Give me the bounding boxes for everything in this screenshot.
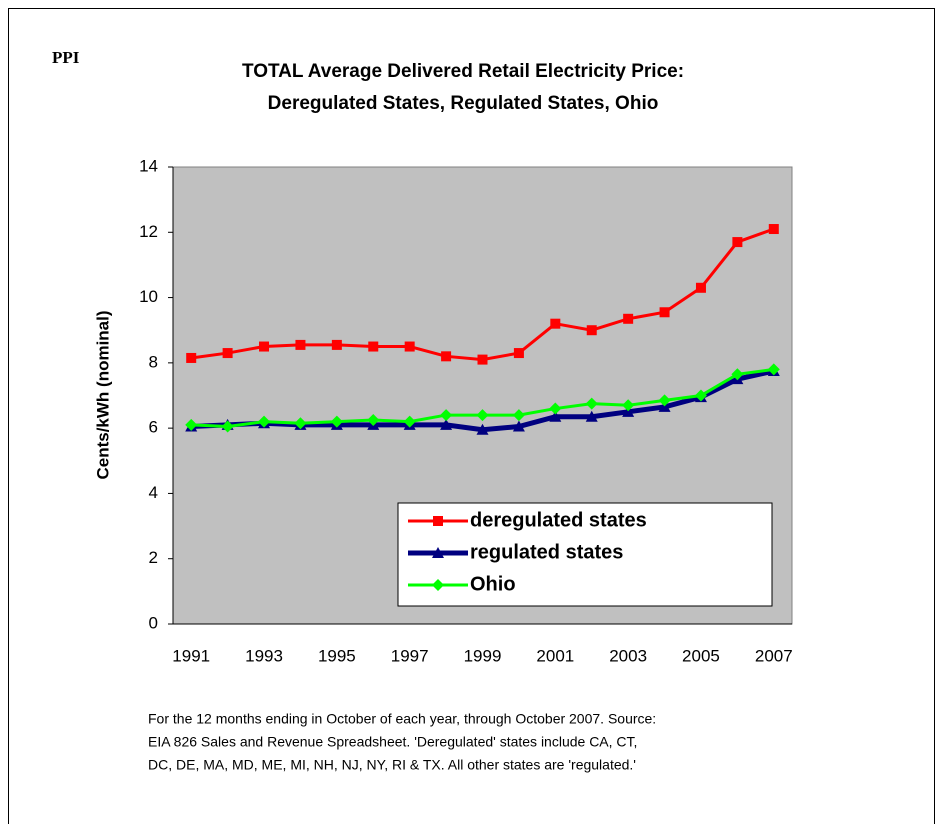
data-point	[477, 354, 488, 365]
data-point	[659, 307, 670, 318]
note: EIA 826 Sales and Revenue Spreadsheet. '…	[148, 734, 637, 750]
data-point	[476, 423, 489, 435]
x-tick-label: 1999	[464, 646, 502, 665]
data-point	[623, 313, 634, 324]
data-point	[330, 415, 343, 428]
data-point	[513, 348, 524, 359]
data-point	[658, 400, 671, 412]
y-tick-label: 0	[149, 613, 158, 632]
x-tick-label: 1991	[172, 646, 210, 665]
data-point	[767, 363, 780, 376]
x-tick-label: 2007	[755, 646, 793, 665]
y-tick-label: 12	[139, 222, 158, 241]
data-point	[186, 352, 197, 363]
data-point	[512, 409, 525, 422]
y-tick-label: 10	[139, 287, 158, 306]
legend-label: deregulated states	[470, 509, 647, 531]
data-point	[622, 399, 635, 412]
y-tick-label: 8	[149, 352, 158, 371]
data-point	[368, 341, 379, 352]
data-point	[549, 402, 562, 415]
data-point	[549, 410, 562, 422]
data-point	[585, 410, 598, 422]
x-tick-label: 2001	[536, 646, 574, 665]
data-point	[222, 348, 233, 359]
data-point	[695, 282, 706, 293]
x-tick-label: 2003	[609, 646, 647, 665]
data-point	[258, 415, 271, 428]
data-point	[185, 418, 198, 431]
data-point	[658, 394, 671, 407]
x-tick-label: 2005	[682, 646, 720, 665]
data-point	[259, 341, 270, 352]
y-tick-label: 4	[149, 483, 158, 502]
data-point	[622, 405, 635, 417]
data-point	[440, 418, 453, 430]
chart-title: TOTAL Average Delivered Retail Electrici…	[242, 61, 684, 82]
data-point	[331, 339, 342, 350]
data-point	[367, 413, 380, 426]
frame	[8, 8, 935, 824]
data-point	[441, 351, 452, 362]
x-tick-label: 1993	[245, 646, 283, 665]
data-point	[404, 341, 415, 352]
data-point	[585, 397, 598, 410]
y-axis-label: Cents/kWh (nominal)	[93, 310, 112, 479]
legend-label: regulated states	[470, 541, 623, 563]
data-point	[512, 420, 525, 432]
legend-marker	[432, 547, 444, 558]
x-tick-label: 1997	[391, 646, 429, 665]
legend-marker	[432, 579, 444, 591]
chart-title: Deregulated States, Regulated States, Oh…	[268, 93, 659, 114]
data-point	[732, 237, 743, 248]
data-point	[221, 420, 234, 433]
data-point	[295, 339, 306, 350]
data-point	[694, 389, 707, 402]
data-point	[294, 417, 307, 430]
legend-marker	[433, 516, 443, 526]
note: For the 12 months ending in October of e…	[148, 711, 656, 727]
note: DC, DE, MA, MD, ME, MI, NH, NJ, NY, RI &…	[148, 757, 636, 773]
y-tick-label: 6	[149, 418, 158, 437]
data-point	[550, 318, 561, 329]
label: PPI	[52, 48, 80, 67]
data-point	[403, 415, 416, 428]
legend-label: Ohio	[470, 573, 516, 595]
y-tick-label: 14	[139, 156, 158, 175]
x-tick-label: 1995	[318, 646, 356, 665]
data-point	[768, 224, 779, 235]
data-point	[586, 325, 597, 336]
y-tick-label: 2	[149, 548, 158, 567]
data-point	[731, 368, 744, 381]
data-point	[440, 409, 453, 422]
data-point	[476, 409, 489, 422]
